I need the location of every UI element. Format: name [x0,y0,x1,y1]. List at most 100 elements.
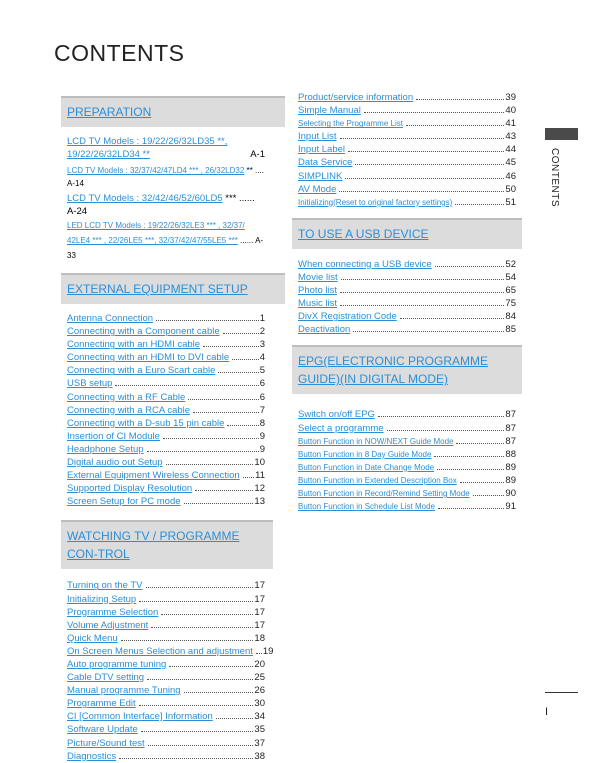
toc-link[interactable]: Connecting with an HDMI to DVI cable [67,352,230,364]
toc-link[interactable]: DivX Registration Code [298,311,397,323]
toc-entry[interactable]: Turning on the TV 17 [67,579,265,592]
toc-link[interactable]: Switch on/off EPG [298,409,375,421]
toc-entry[interactable]: Music list 75 [298,297,516,310]
toc-entry[interactable]: Movie list 54 [298,271,516,284]
toc-link[interactable]: CI [Common Interface] Information [67,711,213,723]
toc-entry[interactable]: CI [Common Interface] Information 34 [67,710,265,723]
toc-link[interactable]: Supported Display Resolution [67,483,193,495]
toc-link[interactable]: Insertion of CI Module [67,430,160,442]
toc-link[interactable]: Quick Menu [67,632,118,644]
toc-entry[interactable]: Selecting the Programme List 41 [298,117,516,130]
toc-link[interactable]: Programme Edit [67,698,136,710]
toc-entry[interactable]: AV Mode 50 [298,183,516,196]
toc-entry[interactable]: Deactivation 85 [298,323,516,336]
toc-link[interactable]: Input Label [298,144,346,156]
toc-entry[interactable]: On Screen Menus Selection and adjustment… [67,645,273,658]
toc-entry[interactable]: Button Function in Record/Remind Setting… [298,487,516,500]
toc-link[interactable]: Photo list [298,285,338,297]
toc-link[interactable]: Button Function in NOW/NEXT Guide Mode [298,436,454,446]
toc-link[interactable]: Manual programme Tuning [67,685,181,697]
toc-entry[interactable]: USB setup 6 [67,377,265,390]
toc-entry[interactable]: Antenna Connection 1 [67,312,265,325]
list-item[interactable]: LCD TV Models : 19/22/26/32LD35 **, 19/2… [67,136,265,160]
toc-entry[interactable]: Product/service information 39 [298,91,516,104]
list-item[interactable]: LCD TV Models : 32/42/46/52/60LD5 *** ..… [67,193,255,217]
toc-entry[interactable]: When connecting a USB device 52 [298,258,516,271]
toc-entry[interactable]: Cable DTV setting 25 [67,671,265,684]
toc-entry[interactable]: Connecting with a Component cable 2 [67,325,265,338]
toc-entry[interactable]: Initializing(Reset to original factory s… [298,196,516,209]
toc-link[interactable]: Data Service [298,157,353,169]
list-item[interactable]: LED LCD TV Models : 19/22/26/32LE3 *** ,… [67,221,264,260]
toc-link[interactable]: Connecting with an HDMI cable [67,339,201,351]
toc-link[interactable]: Button Function in Date Change Mode [298,462,435,472]
toc-entry[interactable]: Button Function in Extended Description … [298,474,516,487]
toc-link[interactable]: Simple Manual [298,105,361,117]
toc-entry[interactable]: SIMPLINK 46 [298,170,516,183]
toc-link[interactable]: Programme Selection [67,606,159,618]
toc-link[interactable]: Software Update [67,724,138,736]
toc-entry[interactable]: Connecting with a D-sub 15 pin cable 8 [67,417,265,430]
list-item[interactable]: LCD TV Models : 32/37/42/47LD4 *** , 26/… [67,166,264,188]
toc-link[interactable]: Button Function in 8 Day Guide Mode [298,449,432,459]
toc-link[interactable]: Headphone Setup [67,443,144,455]
toc-link[interactable]: Movie list [298,271,338,283]
toc-link[interactable]: Button Function in Schedule List Mode [298,502,435,512]
toc-link[interactable]: Product/service information [298,92,414,103]
toc-entry[interactable]: Programme Edit 30 [67,697,265,710]
toc-entry[interactable]: Programme Selection 17 [67,606,265,619]
toc-link[interactable]: Initializing Setup [67,593,137,605]
section-link[interactable]: WATCHING TV / PROGRAMME CON-TROL [67,529,240,562]
toc-entry[interactable]: External Equipment Wireless Connection 11 [67,469,265,482]
toc-entry[interactable]: Insertion of CI Module 9 [67,430,265,443]
toc-entry[interactable]: Connecting with a RF Cable 6 [67,391,265,404]
toc-link[interactable]: SIMPLINK [298,170,343,182]
toc-link[interactable]: Screen Setup for PC mode [67,496,181,508]
toc-entry[interactable]: Button Function in NOW/NEXT Guide Mode 87 [298,435,516,448]
toc-entry[interactable]: Volume Adjustment 17 [67,619,265,632]
section-link[interactable]: EXTERNAL EQUIPMENT SETUP [67,282,248,296]
toc-entry[interactable]: Button Function in Date Change Mode 89 [298,461,516,474]
toc-entry[interactable]: Manual programme Tuning 26 [67,684,265,697]
toc-entry[interactable]: Data Service 45 [298,156,516,169]
section-link[interactable]: TO USE A USB DEVICE [298,226,429,241]
toc-link[interactable]: Connecting with a D-sub 15 pin cable [67,417,225,429]
toc-link[interactable]: When connecting a USB device [298,258,432,270]
toc-entry[interactable]: Supported Display Resolution 12 [67,482,265,495]
toc-link[interactable]: On Screen Menus Selection and adjustment [67,645,253,657]
toc-entry[interactable]: Connecting with a Euro Scart cable 5 [67,364,265,377]
toc-link[interactable]: Connecting with a Euro Scart cable [67,365,216,377]
toc-entry[interactable]: Button Function in 8 Day Guide Mode 88 [298,448,516,461]
toc-link[interactable]: Input List [298,131,337,143]
toc-link[interactable]: Antenna Connection [67,313,154,324]
toc-link[interactable]: Digital audio out Setup [67,457,163,469]
toc-entry[interactable]: Software Update 35 [67,723,265,736]
toc-entry[interactable]: Initializing Setup 17 [67,593,265,606]
toc-link[interactable]: Connecting with a RCA cable [67,404,191,416]
toc-entry[interactable]: DivX Registration Code 84 [298,310,516,323]
toc-entry[interactable]: Input Label 44 [298,143,516,156]
toc-entry[interactable]: Picture/Sound test 37 [67,737,265,750]
toc-link[interactable]: Button Function in Record/Remind Setting… [298,488,470,498]
toc-link[interactable]: Connecting with a Component cable [67,326,220,338]
toc-link[interactable]: Volume Adjustment [67,619,149,631]
toc-entry[interactable]: Screen Setup for PC mode 13 [67,495,265,508]
toc-link[interactable]: USB setup [67,378,113,390]
toc-link[interactable]: Button Function in Extended Description … [298,475,457,485]
toc-entry[interactable]: Digital audio out Setup 10 [67,456,265,469]
toc-entry[interactable]: Connecting with an HDMI cable 3 [67,338,265,351]
toc-entry[interactable]: Photo list 65 [298,284,516,297]
toc-link[interactable]: Cable DTV setting [67,672,145,684]
toc-entry[interactable]: Connecting with a RCA cable 7 [67,404,265,417]
toc-link[interactable]: AV Mode [298,183,337,195]
toc-entry[interactable]: Connecting with an HDMI to DVI cable 4 [67,351,265,364]
toc-link[interactable]: Deactivation [298,324,351,336]
toc-link[interactable]: Connecting with a RF Cable [67,391,186,403]
toc-link[interactable]: Auto programme tuning [67,658,167,670]
toc-entry[interactable]: Switch on/off EPG 87 [298,408,516,421]
toc-link[interactable]: External Equipment Wireless Connection [67,470,240,482]
toc-entry[interactable]: Auto programme tuning 20 [67,658,265,671]
toc-entry[interactable]: Quick Menu 18 [67,632,265,645]
toc-link[interactable]: Select a programme [298,422,384,434]
toc-entry[interactable]: Headphone Setup 9 [67,443,265,456]
